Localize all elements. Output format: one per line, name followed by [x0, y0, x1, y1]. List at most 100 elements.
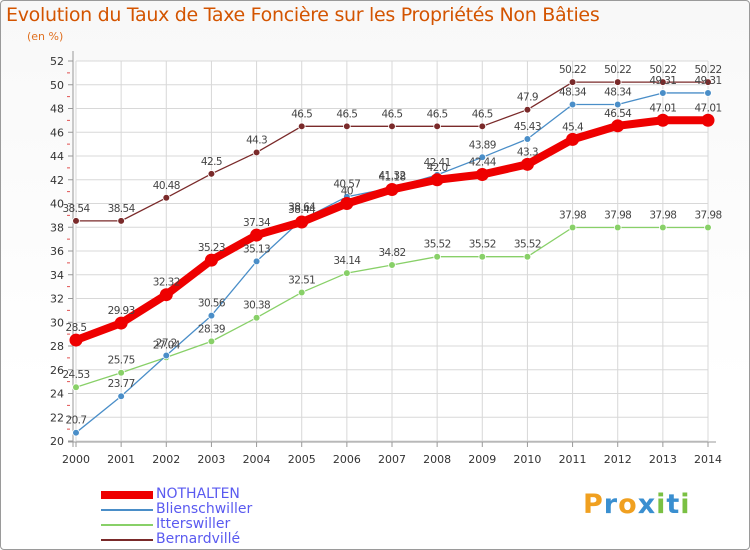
y-tick-label: 20 — [50, 435, 64, 448]
data-label-itterswiller: 28.39 — [198, 323, 225, 335]
data-point-bernardville — [343, 122, 351, 131]
data-label-itterswiller: 37.98 — [604, 209, 631, 221]
data-label-nothalten: 42.44 — [469, 157, 497, 169]
proxiti-logo: Proxiti — [583, 489, 691, 520]
data-point-itterswiller — [659, 223, 667, 232]
data-point-nothalten — [250, 228, 264, 242]
data-label-bernardville: 42.5 — [201, 156, 222, 168]
data-label-nothalten: 47.01 — [694, 102, 721, 114]
data-point-blienschwiller — [568, 100, 577, 109]
x-tick-label: 2007 — [378, 453, 406, 466]
data-label-nothalten: 29.93 — [108, 305, 135, 317]
data-point-itterswiller — [523, 252, 532, 261]
data-label-nothalten: 37.34 — [243, 217, 271, 229]
data-point-bernardville — [252, 148, 261, 157]
data-point-nothalten — [611, 119, 625, 133]
legend-swatch-blienschwiller — [101, 509, 153, 511]
y-tick-label: 50 — [50, 79, 64, 92]
legend-label-itterswiller: Itterswiller — [156, 516, 231, 532]
data-label-nothalten: 32.32 — [153, 277, 180, 289]
data-label-bernardville: 46.5 — [291, 108, 312, 120]
logo-letter: P — [583, 489, 604, 520]
logo-letter: i — [680, 489, 691, 520]
legend-swatch-itterswiller — [101, 524, 153, 526]
data-label-nothalten: 45.4 — [562, 121, 584, 133]
data-label-blienschwiller: 23.77 — [108, 378, 135, 390]
y-tick-label: 28 — [50, 340, 64, 353]
legend-swatch-bernardville — [101, 539, 153, 541]
x-tick-label: 2002 — [152, 453, 180, 466]
data-point-blienschwiller — [478, 153, 487, 162]
data-point-itterswiller — [704, 223, 712, 232]
data-label-nothalten: 43.3 — [517, 146, 538, 158]
data-point-bernardville — [568, 78, 577, 86]
x-tick-label: 2009 — [468, 453, 496, 466]
data-point-blienschwiller — [252, 257, 261, 266]
data-point-itterswiller — [388, 261, 396, 269]
data-point-itterswiller — [252, 313, 261, 322]
axis-layer: 20 22 24 26 28 30 32 34 36 38 40 42 44 46 48 50 52 2000 20… — [50, 51, 722, 466]
data-point-bernardville — [207, 170, 216, 178]
data-point-bernardville — [388, 122, 396, 131]
x-tick-label: 2001 — [107, 453, 135, 466]
data-label-bernardville: 38.54 — [62, 203, 90, 215]
data-label-nothalten: 46.54 — [604, 108, 632, 120]
data-point-nothalten — [340, 197, 354, 210]
logo-letter: i — [656, 489, 667, 520]
data-point-blienschwiller — [117, 392, 125, 401]
data-label-itterswiller: 30.38 — [243, 300, 270, 312]
data-label-blienschwiller: 45.43 — [514, 121, 541, 133]
x-tick-label: 2014 — [694, 453, 722, 466]
data-label-blienschwiller: 42.41 — [424, 157, 451, 169]
y-tick-label: 26 — [50, 364, 64, 377]
y-tick-label: 32 — [50, 293, 64, 306]
data-point-nothalten — [701, 113, 715, 127]
data-point-blienschwiller — [523, 135, 532, 143]
chart-unit-label: (en %) — [27, 30, 64, 43]
data-point-blienschwiller — [72, 428, 80, 437]
y-tick-label: 42 — [50, 174, 64, 187]
data-point-bernardville — [72, 217, 80, 225]
data-label-bernardville: 46.5 — [472, 108, 493, 120]
data-point-itterswiller — [613, 223, 622, 232]
logo-letter: t — [666, 489, 681, 520]
data-point-bernardville — [659, 78, 667, 86]
x-tick-label: 2010 — [513, 453, 541, 466]
x-tick-label: 2000 — [62, 453, 90, 466]
x-tick-label: 2005 — [288, 453, 316, 466]
data-point-itterswiller — [207, 337, 216, 346]
data-point-bernardville — [613, 78, 622, 86]
data-label-bernardville: 50.22 — [649, 64, 676, 76]
data-point-bernardville — [297, 122, 306, 131]
data-label-blienschwiller: 27.2 — [156, 338, 177, 350]
data-label-blienschwiller: 20.7 — [66, 415, 87, 427]
data-point-nothalten — [295, 215, 309, 229]
data-label-itterswiller: 37.98 — [559, 209, 586, 221]
data-label-blienschwiller: 30.56 — [198, 298, 226, 310]
data-label-nothalten: 28.5 — [66, 322, 87, 334]
x-tick-label: 2004 — [243, 453, 271, 466]
legend-label-nothalten: NOTHALTEN — [156, 486, 240, 502]
data-point-blienschwiller — [207, 311, 216, 320]
x-tick-label: 2006 — [333, 453, 361, 466]
data-label-nothalten: 41.18 — [378, 171, 405, 183]
legend-label-blienschwiller: Blienschwiller — [156, 501, 253, 517]
data-label-blienschwiller: 41.32 — [378, 170, 405, 182]
x-tick-label: 2013 — [649, 453, 677, 466]
chart-title: Evolution du Taux de Taxe Foncière sur l… — [6, 4, 600, 26]
data-point-bernardville — [162, 194, 171, 202]
data-label-itterswiller: 35.52 — [424, 239, 451, 251]
data-point-nothalten — [430, 173, 444, 187]
y-tick-label: 48 — [50, 103, 64, 116]
data-label-blienschwiller: 49.31 — [649, 75, 676, 87]
data-point-bernardville — [704, 78, 712, 86]
data-label-blienschwiller: 40.57 — [333, 179, 360, 191]
data-label-blienschwiller: 48.34 — [559, 86, 587, 98]
data-point-nothalten — [475, 168, 489, 182]
data-point-blienschwiller — [704, 89, 712, 97]
data-label-nothalten: 47.01 — [649, 102, 676, 114]
data-point-blienschwiller — [613, 100, 622, 109]
